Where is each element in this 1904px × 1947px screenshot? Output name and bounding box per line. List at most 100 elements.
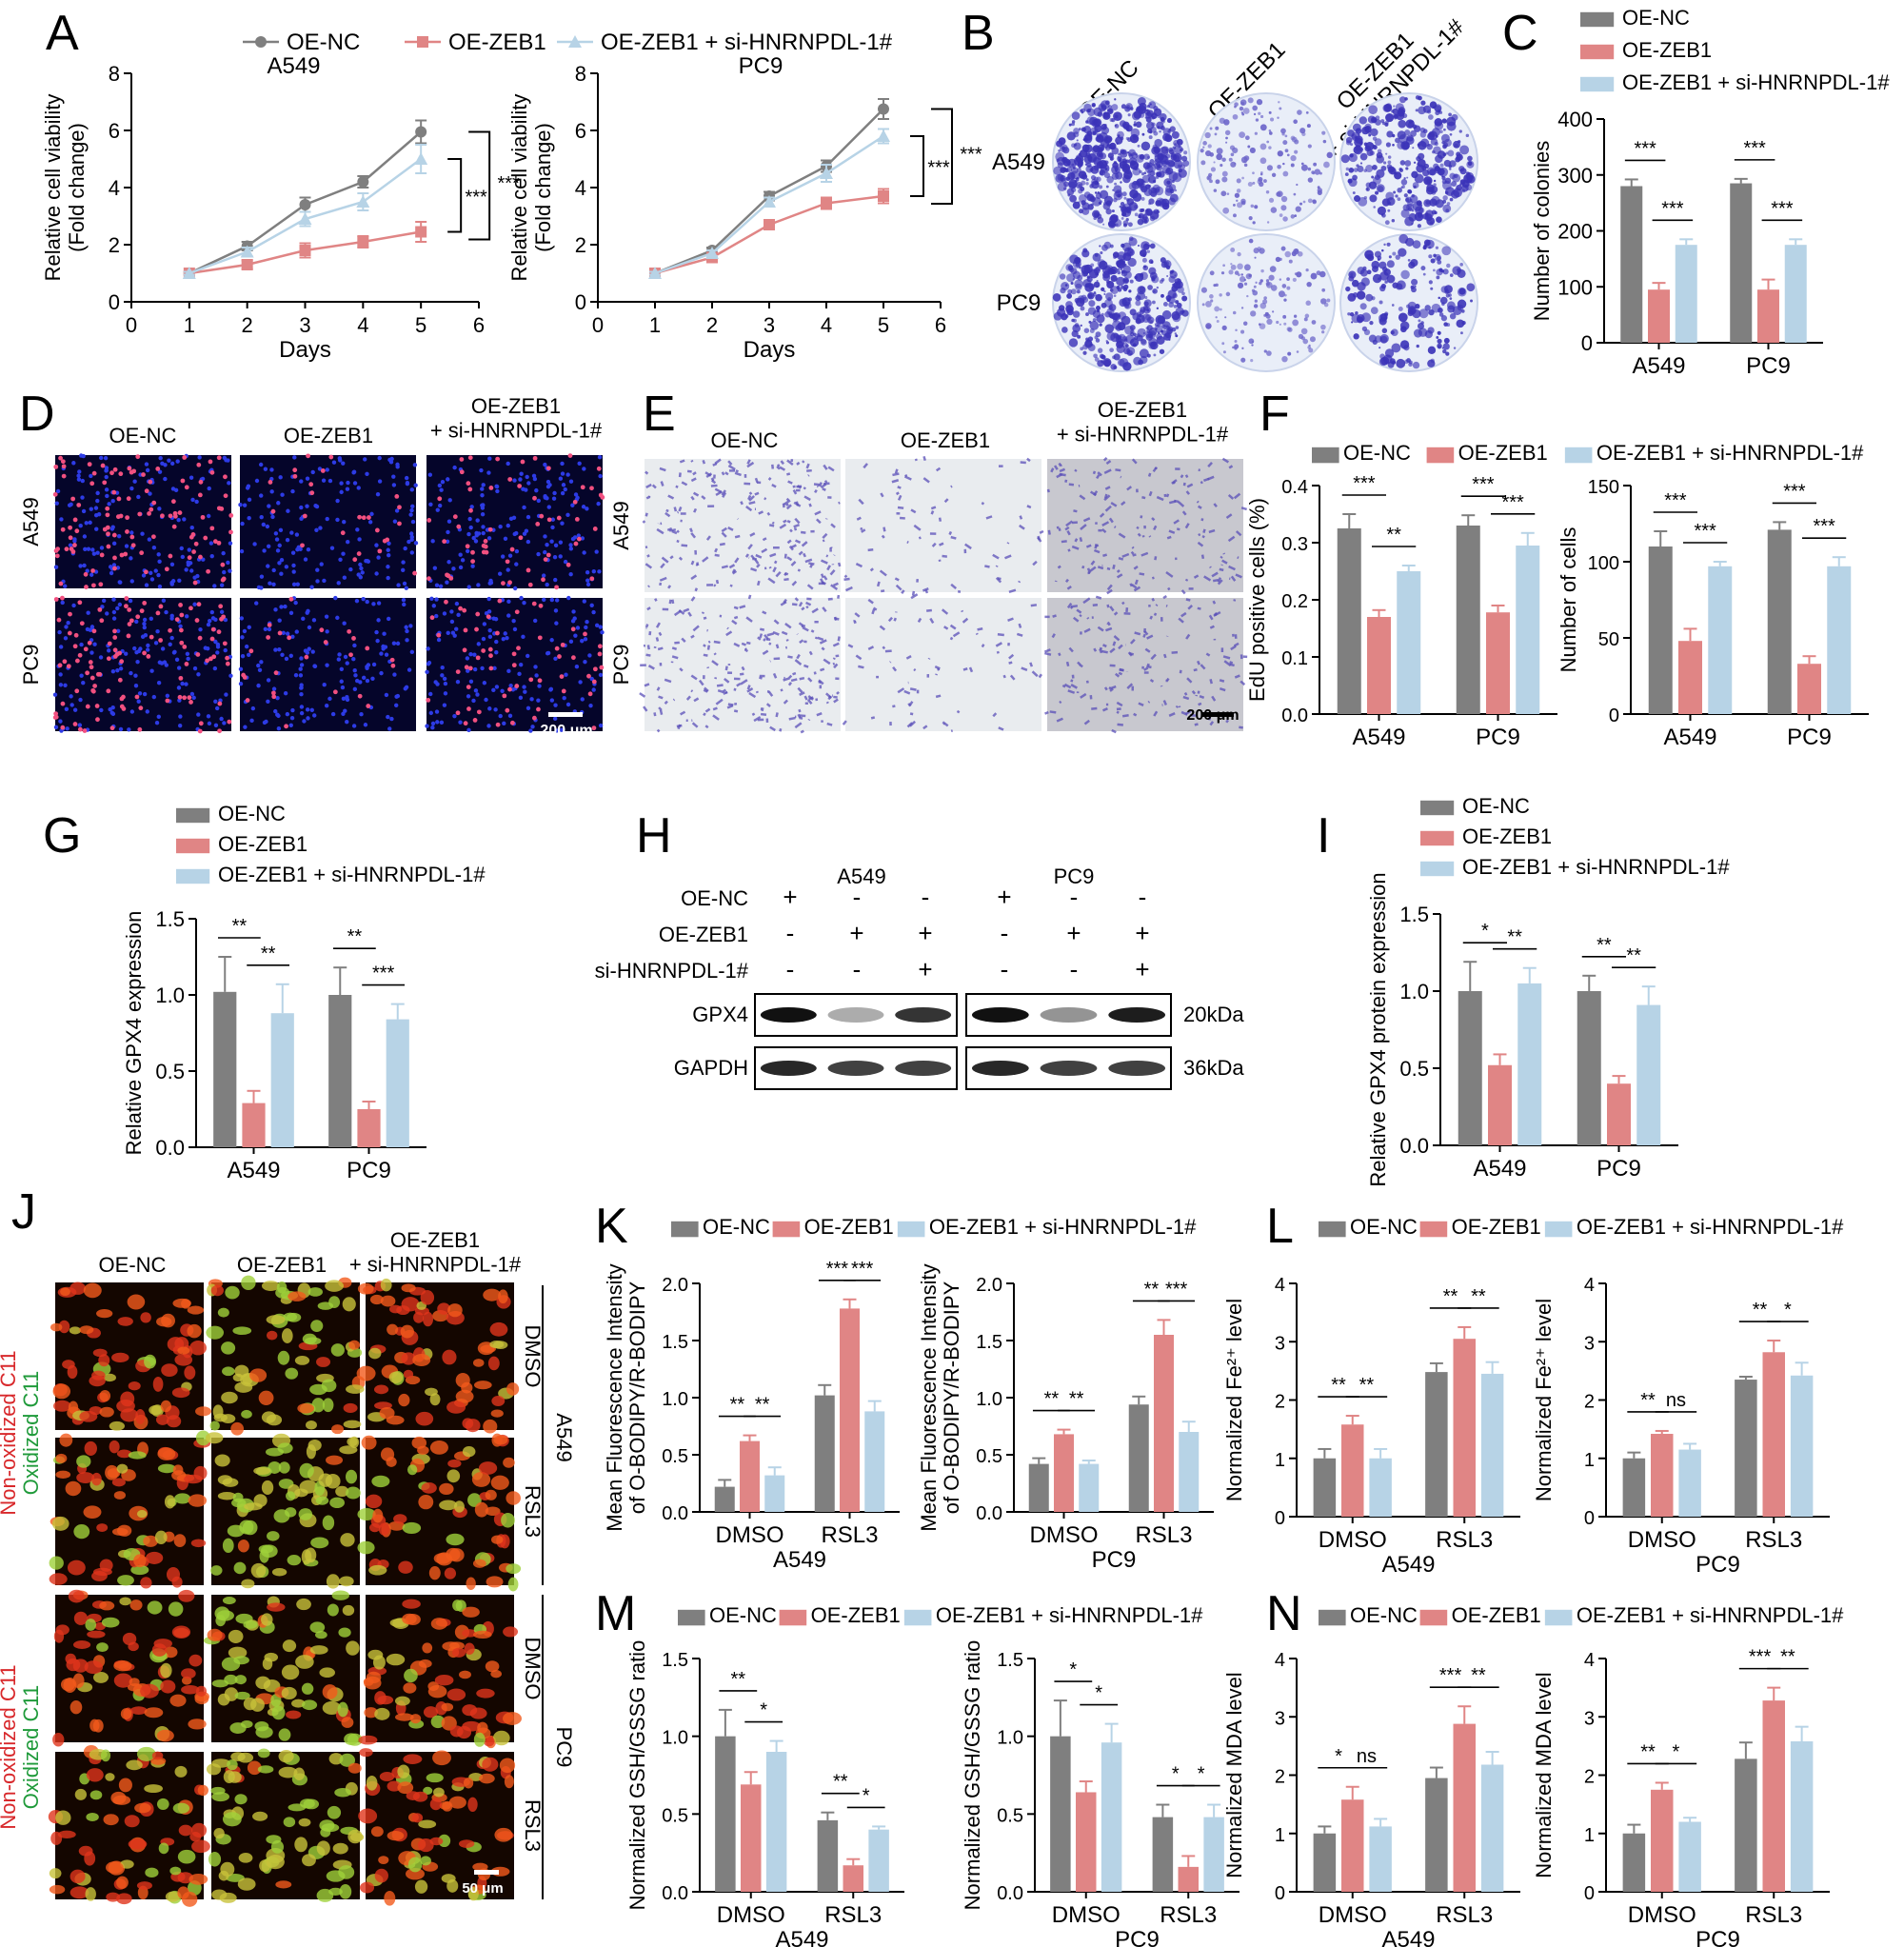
colony-dot — [1435, 110, 1440, 116]
migrated-cell — [692, 471, 697, 476]
colony-dot — [1437, 259, 1442, 265]
nucleus-dot — [468, 651, 473, 657]
nucleus-dot — [456, 612, 461, 618]
nucleus-dot — [529, 697, 534, 702]
colony-dot — [1178, 169, 1187, 178]
colony-dot — [1159, 113, 1167, 121]
migrated-cell — [1086, 616, 1090, 620]
nucleus-dot — [562, 695, 566, 701]
cell-blob — [321, 1379, 337, 1393]
colony-dot — [1142, 306, 1151, 314]
nucleus-dot — [168, 642, 172, 646]
edu-dot — [452, 514, 458, 520]
nucleus-dot — [365, 471, 369, 476]
nucleus-dot — [157, 469, 163, 474]
edu-dot — [426, 518, 432, 523]
nucleus-dot — [440, 666, 445, 670]
sig-label: *** — [1664, 490, 1687, 511]
edu-dot — [470, 549, 475, 555]
nucleus-dot — [57, 629, 62, 635]
edu-dot — [292, 467, 298, 473]
nucleus-dot — [58, 719, 63, 724]
colony-dot — [1144, 295, 1148, 300]
edu-dot — [468, 507, 473, 513]
cell-blob — [50, 1322, 63, 1332]
edu-dot — [141, 472, 146, 477]
colony-dot — [1216, 320, 1220, 323]
colony-dot — [1156, 171, 1160, 177]
migrated-cell — [798, 602, 803, 607]
nucleus-dot — [247, 625, 251, 630]
migrated-cell — [671, 646, 678, 651]
migrated-cell — [705, 472, 713, 479]
migrated-cell — [762, 649, 769, 655]
migrated-cell — [1118, 532, 1126, 539]
colony-dot — [1244, 135, 1250, 141]
nucleus-dot — [207, 486, 211, 491]
nucleus-dot — [480, 511, 486, 517]
migrated-cell — [671, 655, 679, 660]
migrated-cell — [1207, 462, 1213, 467]
migrated-cell — [722, 491, 727, 498]
bar-oe-nc — [1458, 991, 1482, 1145]
colony-dot — [1426, 179, 1432, 184]
colony-dot — [1081, 249, 1090, 258]
edu-dot — [366, 515, 371, 520]
nucleus-dot — [67, 503, 72, 507]
migrated-cell — [1200, 664, 1206, 670]
migrated-cell — [1173, 519, 1180, 525]
migrated-cell — [724, 666, 728, 671]
nucleus-dot — [132, 646, 137, 651]
edu-dot — [501, 581, 506, 586]
cell-blob — [298, 1508, 313, 1520]
colony-dot — [1166, 180, 1171, 185]
nucleus-dot — [581, 505, 586, 509]
colony-dot — [1351, 133, 1358, 140]
edu-dot — [155, 610, 161, 616]
cell-blob — [174, 1493, 191, 1504]
cell-blob — [184, 1365, 196, 1381]
nucleus-dot — [55, 488, 61, 494]
edu-dot — [196, 602, 202, 607]
nucleus-dot — [259, 660, 264, 665]
colony-dot — [1107, 108, 1114, 114]
cell-blob — [111, 1352, 129, 1362]
nucleus-dot — [196, 672, 201, 677]
colony-dot — [1253, 248, 1259, 254]
scale-bar — [548, 712, 583, 717]
migrated-cell — [985, 515, 993, 520]
colony-dot — [1100, 170, 1104, 176]
edu-dot — [105, 512, 110, 518]
nucleus-dot — [223, 647, 228, 653]
edu-dot — [56, 617, 62, 623]
colony-dot — [1441, 141, 1445, 145]
nucleus-dot — [111, 541, 117, 546]
colony-dot — [1178, 145, 1181, 149]
nucleus-dot — [409, 507, 414, 513]
colony-dot — [1381, 328, 1388, 334]
colony-dot — [1259, 279, 1263, 283]
colony-dot — [1121, 286, 1124, 289]
nucleus-dot — [266, 699, 270, 704]
nucleus-dot — [585, 582, 591, 587]
colony-dot — [1296, 271, 1302, 278]
edu-dot — [61, 473, 67, 479]
nucleus-dot — [224, 692, 228, 697]
nucleus-dot — [322, 578, 327, 584]
nucleus-dot — [494, 650, 499, 655]
migrated-cell — [783, 572, 787, 577]
cell-blob — [59, 1433, 73, 1447]
migrated-cell — [783, 699, 788, 705]
edu-dot — [112, 467, 118, 472]
nucleus-dot — [64, 625, 69, 629]
colony-dot — [1295, 206, 1301, 212]
edu-dot — [340, 530, 346, 536]
cell-blob — [304, 1337, 322, 1345]
colony-dot — [1102, 111, 1111, 120]
nucleus-dot — [582, 467, 586, 471]
colony-dot — [1363, 328, 1371, 336]
colony-dot — [1368, 133, 1372, 137]
nucleus-dot — [427, 472, 433, 477]
colony-dot — [1216, 153, 1223, 161]
sig-label: *** — [1501, 492, 1524, 513]
